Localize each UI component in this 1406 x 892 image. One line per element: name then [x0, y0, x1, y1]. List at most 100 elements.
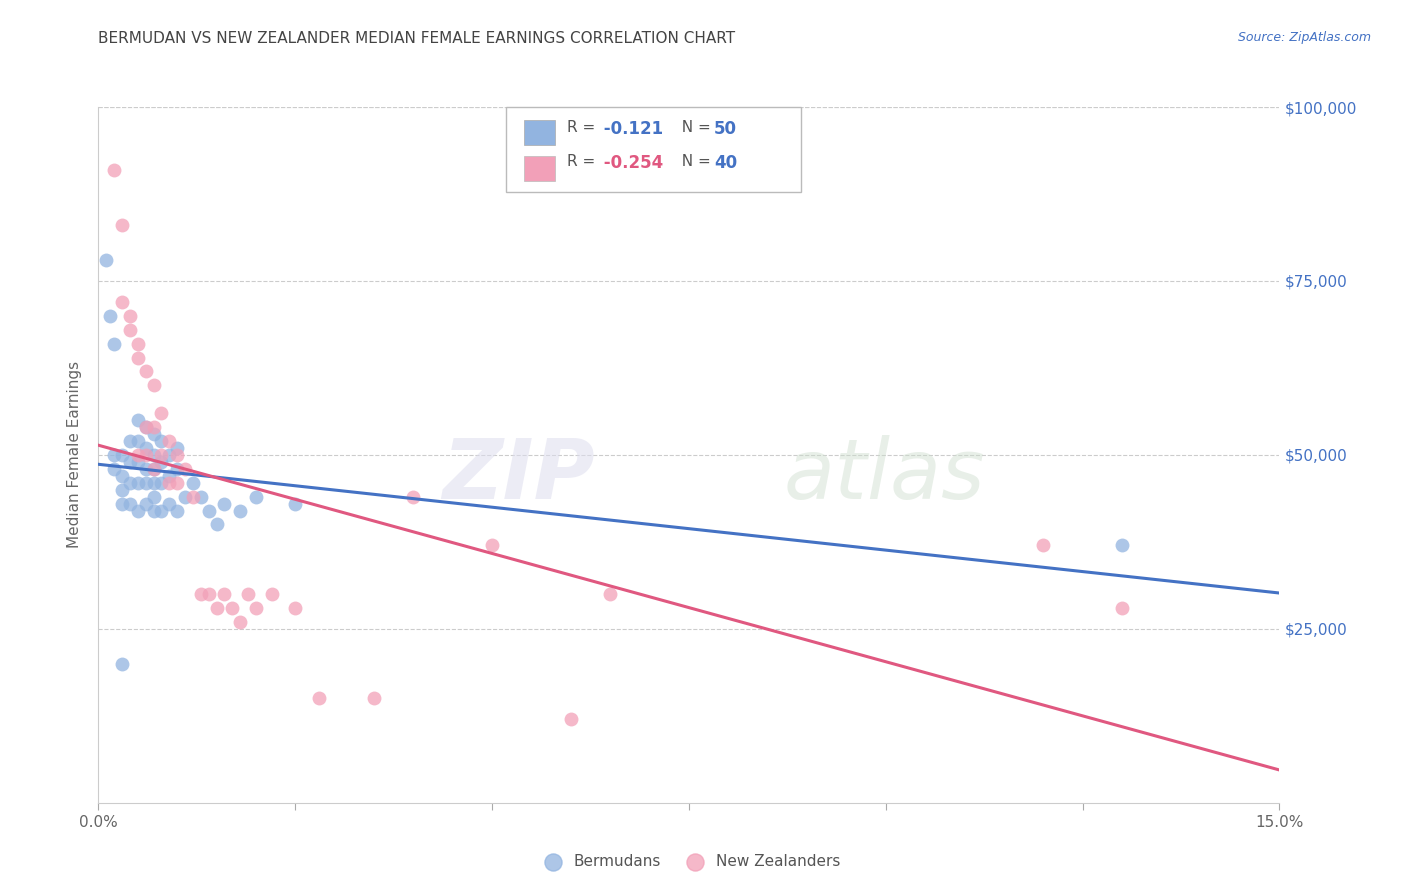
Point	[111, 657, 134, 671]
Point	[135, 364, 157, 378]
Text: N =: N =	[672, 120, 716, 136]
Point	[127, 336, 149, 351]
Point	[135, 420, 157, 434]
Point	[229, 503, 252, 517]
Point	[166, 462, 188, 476]
Point	[142, 503, 165, 517]
Point	[150, 448, 173, 462]
Point	[111, 294, 134, 309]
Point	[127, 351, 149, 365]
Point	[111, 483, 134, 497]
Point	[229, 615, 252, 629]
Point	[205, 517, 228, 532]
Point	[118, 323, 141, 337]
Point	[181, 475, 204, 490]
Point	[111, 468, 134, 483]
Point	[103, 162, 125, 177]
Point	[1111, 538, 1133, 552]
Point	[135, 420, 157, 434]
Point	[103, 462, 125, 476]
Point	[142, 475, 165, 490]
Point	[363, 691, 385, 706]
Point	[245, 601, 267, 615]
Point	[174, 490, 197, 504]
Text: R =: R =	[567, 154, 600, 169]
Point	[190, 587, 212, 601]
Point	[560, 712, 582, 726]
Point	[166, 448, 188, 462]
Point	[96, 253, 118, 268]
Point	[402, 490, 425, 504]
Point	[111, 448, 134, 462]
Point	[157, 475, 180, 490]
Point	[214, 587, 236, 601]
Point	[157, 468, 180, 483]
Point	[150, 503, 173, 517]
Point	[118, 434, 141, 448]
Point	[135, 475, 157, 490]
Point	[166, 441, 188, 455]
Point	[157, 434, 180, 448]
Point	[135, 462, 157, 476]
Point	[1032, 538, 1054, 552]
Point	[166, 475, 188, 490]
Point	[1111, 601, 1133, 615]
Point	[103, 336, 125, 351]
Point	[205, 601, 228, 615]
Point	[245, 490, 267, 504]
Point	[118, 475, 141, 490]
Point	[135, 497, 157, 511]
Point	[190, 490, 212, 504]
Point	[236, 587, 259, 601]
Point	[214, 497, 236, 511]
Point	[127, 455, 149, 469]
Point	[284, 497, 307, 511]
Text: BERMUDAN VS NEW ZEALANDER MEDIAN FEMALE EARNINGS CORRELATION CHART: BERMUDAN VS NEW ZEALANDER MEDIAN FEMALE …	[98, 31, 735, 46]
Text: R =: R =	[567, 120, 600, 136]
Point	[118, 497, 141, 511]
Point	[142, 462, 165, 476]
Text: -0.121: -0.121	[598, 120, 662, 138]
Point	[98, 309, 121, 323]
Point	[142, 448, 165, 462]
Point	[166, 503, 188, 517]
Point	[150, 434, 173, 448]
Point	[142, 420, 165, 434]
Text: N =: N =	[672, 154, 716, 169]
Point	[308, 691, 330, 706]
Text: 40: 40	[714, 154, 737, 172]
Point	[142, 490, 165, 504]
Text: Source: ZipAtlas.com: Source: ZipAtlas.com	[1237, 31, 1371, 45]
Point	[127, 448, 149, 462]
Point	[197, 587, 219, 601]
Point	[142, 378, 165, 392]
Point	[221, 601, 243, 615]
Point	[118, 309, 141, 323]
Text: -0.254: -0.254	[598, 154, 662, 172]
Text: ZIP: ZIP	[441, 435, 595, 516]
Point	[150, 475, 173, 490]
Point	[111, 497, 134, 511]
Y-axis label: Median Female Earnings: Median Female Earnings	[67, 361, 83, 549]
Point	[150, 406, 173, 420]
Point	[284, 601, 307, 615]
Point	[127, 413, 149, 427]
Point	[157, 497, 180, 511]
Point	[103, 448, 125, 462]
Point	[260, 587, 283, 601]
Point	[127, 503, 149, 517]
Point	[118, 455, 141, 469]
Point	[135, 448, 157, 462]
Point	[127, 434, 149, 448]
Point	[157, 448, 180, 462]
Point	[181, 490, 204, 504]
Legend: Bermudans, New Zealanders: Bermudans, New Zealanders	[531, 848, 846, 875]
Point	[127, 475, 149, 490]
Point	[142, 462, 165, 476]
Text: 50: 50	[714, 120, 737, 138]
Point	[150, 455, 173, 469]
Point	[599, 587, 621, 601]
Point	[197, 503, 219, 517]
Point	[135, 441, 157, 455]
Point	[111, 219, 134, 233]
